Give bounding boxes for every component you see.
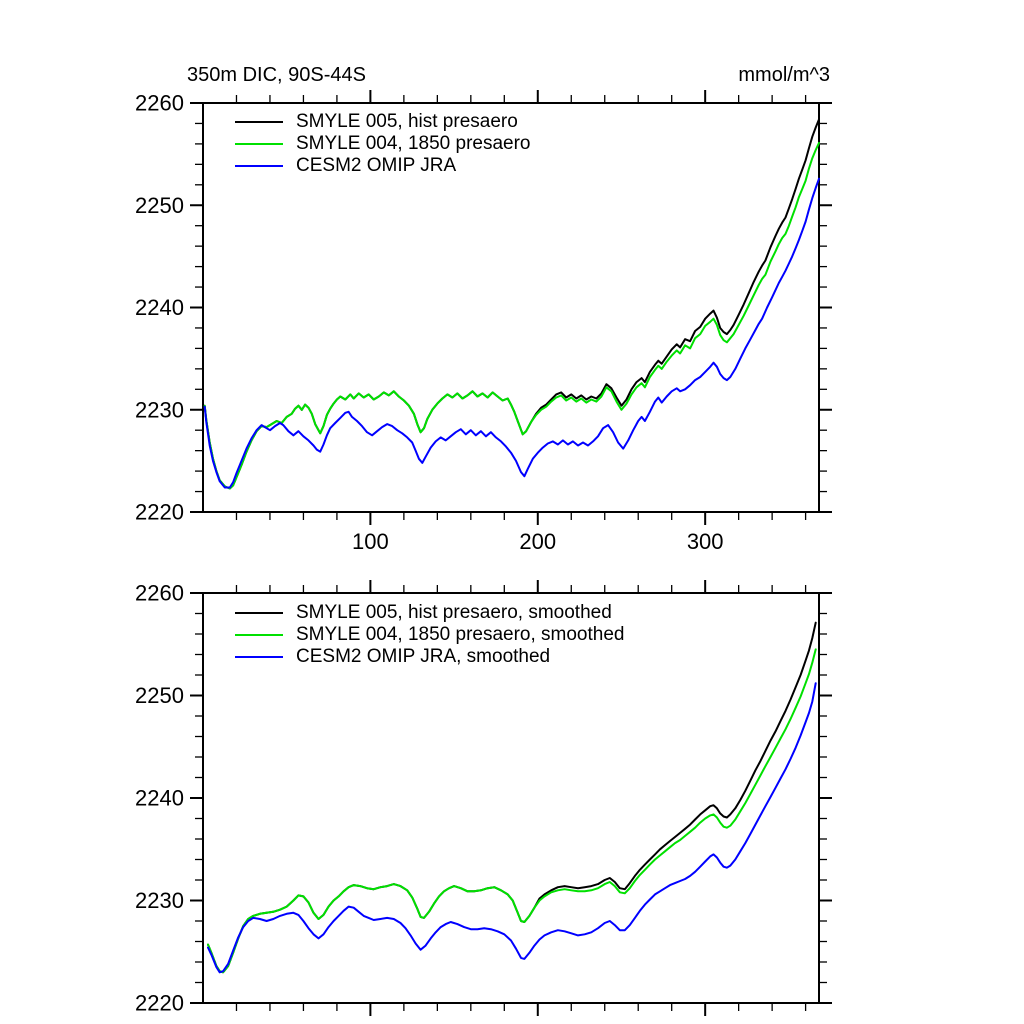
y-tick-label: 2220 (135, 991, 184, 1016)
y-tick-label: 2230 (135, 888, 184, 913)
series-line-smyle-004 (203, 141, 820, 490)
legend-item: CESM2 OMIP JRA (235, 155, 531, 177)
series-line-cesm2-omip-jra (203, 177, 820, 489)
legend-item: SMYLE 004, 1850 presaero, smoothed (235, 624, 624, 646)
y-tick-label: 2240 (135, 786, 184, 811)
legend-line-green (235, 143, 283, 145)
legend-bottom: SMYLE 005, hist presaero, smoothed SMYLE… (235, 602, 624, 668)
x-tick-label: 100 (352, 529, 389, 554)
legend-label: CESM2 OMIP JRA, smoothed (296, 646, 551, 667)
legend-line-black (235, 612, 283, 614)
legend-label: SMYLE 004, 1850 presaero (296, 133, 531, 154)
x-tick-label: 300 (687, 529, 724, 554)
legend-label: SMYLE 005, hist presaero (296, 111, 518, 132)
legend-label: SMYLE 004, 1850 presaero, smoothed (296, 624, 625, 645)
legend-line-blue (235, 656, 283, 658)
legend-top: SMYLE 005, hist presaero SMYLE 004, 1850… (235, 111, 531, 177)
series-line-smyle-005-smoothed (207, 621, 817, 974)
y-tick-label: 2250 (135, 193, 184, 218)
y-tick-label: 2240 (135, 295, 184, 320)
legend-label: CESM2 OMIP JRA (296, 155, 457, 176)
legend-item: SMYLE 005, hist presaero (235, 111, 531, 133)
y-tick-label: 2260 (135, 91, 184, 116)
x-tick-label: 200 (519, 529, 556, 554)
y-tick-label: 2220 (135, 500, 184, 525)
legend-item: CESM2 OMIP JRA, smoothed (235, 646, 624, 668)
legend-item: SMYLE 004, 1850 presaero (235, 133, 531, 155)
y-tick-label: 2250 (135, 683, 184, 708)
chart-title: 350m DIC, 90S-44S (187, 64, 366, 86)
legend-item: SMYLE 005, hist presaero, smoothed (235, 602, 624, 624)
series-line-smyle-004-smoothed (207, 648, 817, 974)
legend-label: SMYLE 005, hist presaero, smoothed (296, 602, 612, 623)
legend-line-blue (235, 165, 283, 167)
units-label: mmol/m^3 (738, 64, 830, 86)
y-tick-label: 2230 (135, 397, 184, 422)
series-line-cesm2-omip-jra-smoothed (207, 682, 817, 974)
legend-line-black (235, 121, 283, 123)
legend-line-green (235, 634, 283, 636)
y-tick-label: 2260 (135, 581, 184, 606)
